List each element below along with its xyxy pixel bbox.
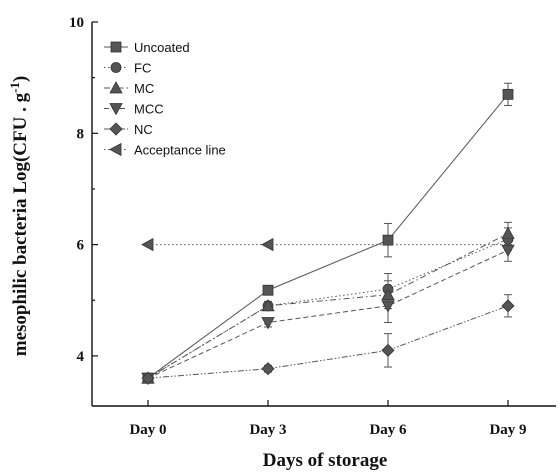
- data-point-uncoated: [262, 284, 274, 296]
- series-layer: [141, 82, 515, 386]
- legend-label: MC: [134, 81, 154, 96]
- series-line-uncoated: [147, 94, 509, 379]
- legend-label: Uncoated: [134, 40, 190, 55]
- series-line-mc: [147, 233, 509, 379]
- data-point-mc: [501, 226, 515, 239]
- y-axis-title: mesophilic bacteria Log(CFU . g-1): [7, 76, 32, 357]
- y-axis: 4 6 8 10: [69, 15, 98, 365]
- data-point-mcc: [501, 244, 515, 258]
- data-point-mcc: [261, 317, 275, 330]
- x-tick-label: Day 0: [129, 422, 166, 438]
- legend: Uncoated FC MC MCC NC Acceptance line: [104, 40, 226, 158]
- x-tick-label: Day 6: [369, 422, 407, 438]
- data-point-acceptance-line: [261, 237, 274, 252]
- data-point-nc: [501, 299, 515, 313]
- data-point-nc: [381, 343, 395, 357]
- legend-marker: [110, 62, 122, 73]
- legend-item-mcc: MCC: [104, 102, 164, 117]
- series-line-nc: [147, 305, 509, 379]
- legend-marker: [110, 41, 122, 53]
- legend-label: NC: [134, 122, 153, 137]
- legend-label: FC: [134, 61, 151, 76]
- plot-frame: [91, 22, 556, 407]
- data-point-nc: [261, 362, 275, 376]
- series-acceptance-line: [141, 237, 508, 252]
- data-point-acceptance-line: [141, 237, 154, 252]
- legend-item-fc: FC: [104, 61, 151, 76]
- data-point-uncoated: [502, 88, 514, 100]
- series-line-mcc: [147, 249, 509, 379]
- y-tick-label: 4: [77, 349, 85, 365]
- series-uncoated: [142, 82, 514, 384]
- y-tick-label: 8: [77, 126, 85, 142]
- x-tick-label: Day 9: [489, 422, 526, 438]
- x-axis: Day 0 Day 3 Day 6 Day 9: [129, 400, 527, 438]
- legend-item-nc: NC: [104, 122, 153, 137]
- x-tick-label: Day 3: [249, 422, 286, 438]
- y-tick-label: 6: [77, 238, 85, 254]
- data-point-uncoated: [382, 234, 394, 246]
- x-axis-title: Days of storage: [263, 450, 388, 471]
- data-point-mcc: [381, 300, 395, 313]
- legend-marker: [109, 103, 123, 116]
- y-axis-title-superscript: -1: [7, 82, 22, 93]
- legend-item-mc: MC: [104, 81, 154, 96]
- legend-marker: [109, 81, 123, 94]
- y-axis-title-main: mesophilic bacteria Log(CFU . g: [10, 92, 31, 356]
- legend-item-acceptance-line: Acceptance line: [104, 143, 226, 158]
- data-point-mc: [261, 298, 275, 312]
- series-line-fc: [147, 238, 509, 379]
- series-mcc: [141, 238, 515, 386]
- legend-marker: [109, 142, 122, 157]
- data-point-nc: [141, 371, 155, 385]
- y-tick-label: 10: [69, 15, 84, 31]
- legend-label: Acceptance line: [134, 143, 226, 158]
- y-axis-title-close: ): [10, 76, 31, 82]
- series-nc: [141, 294, 515, 385]
- legend-item-uncoated: Uncoated: [104, 40, 190, 55]
- legend-marker: [109, 122, 123, 136]
- legend-label: MCC: [134, 102, 164, 117]
